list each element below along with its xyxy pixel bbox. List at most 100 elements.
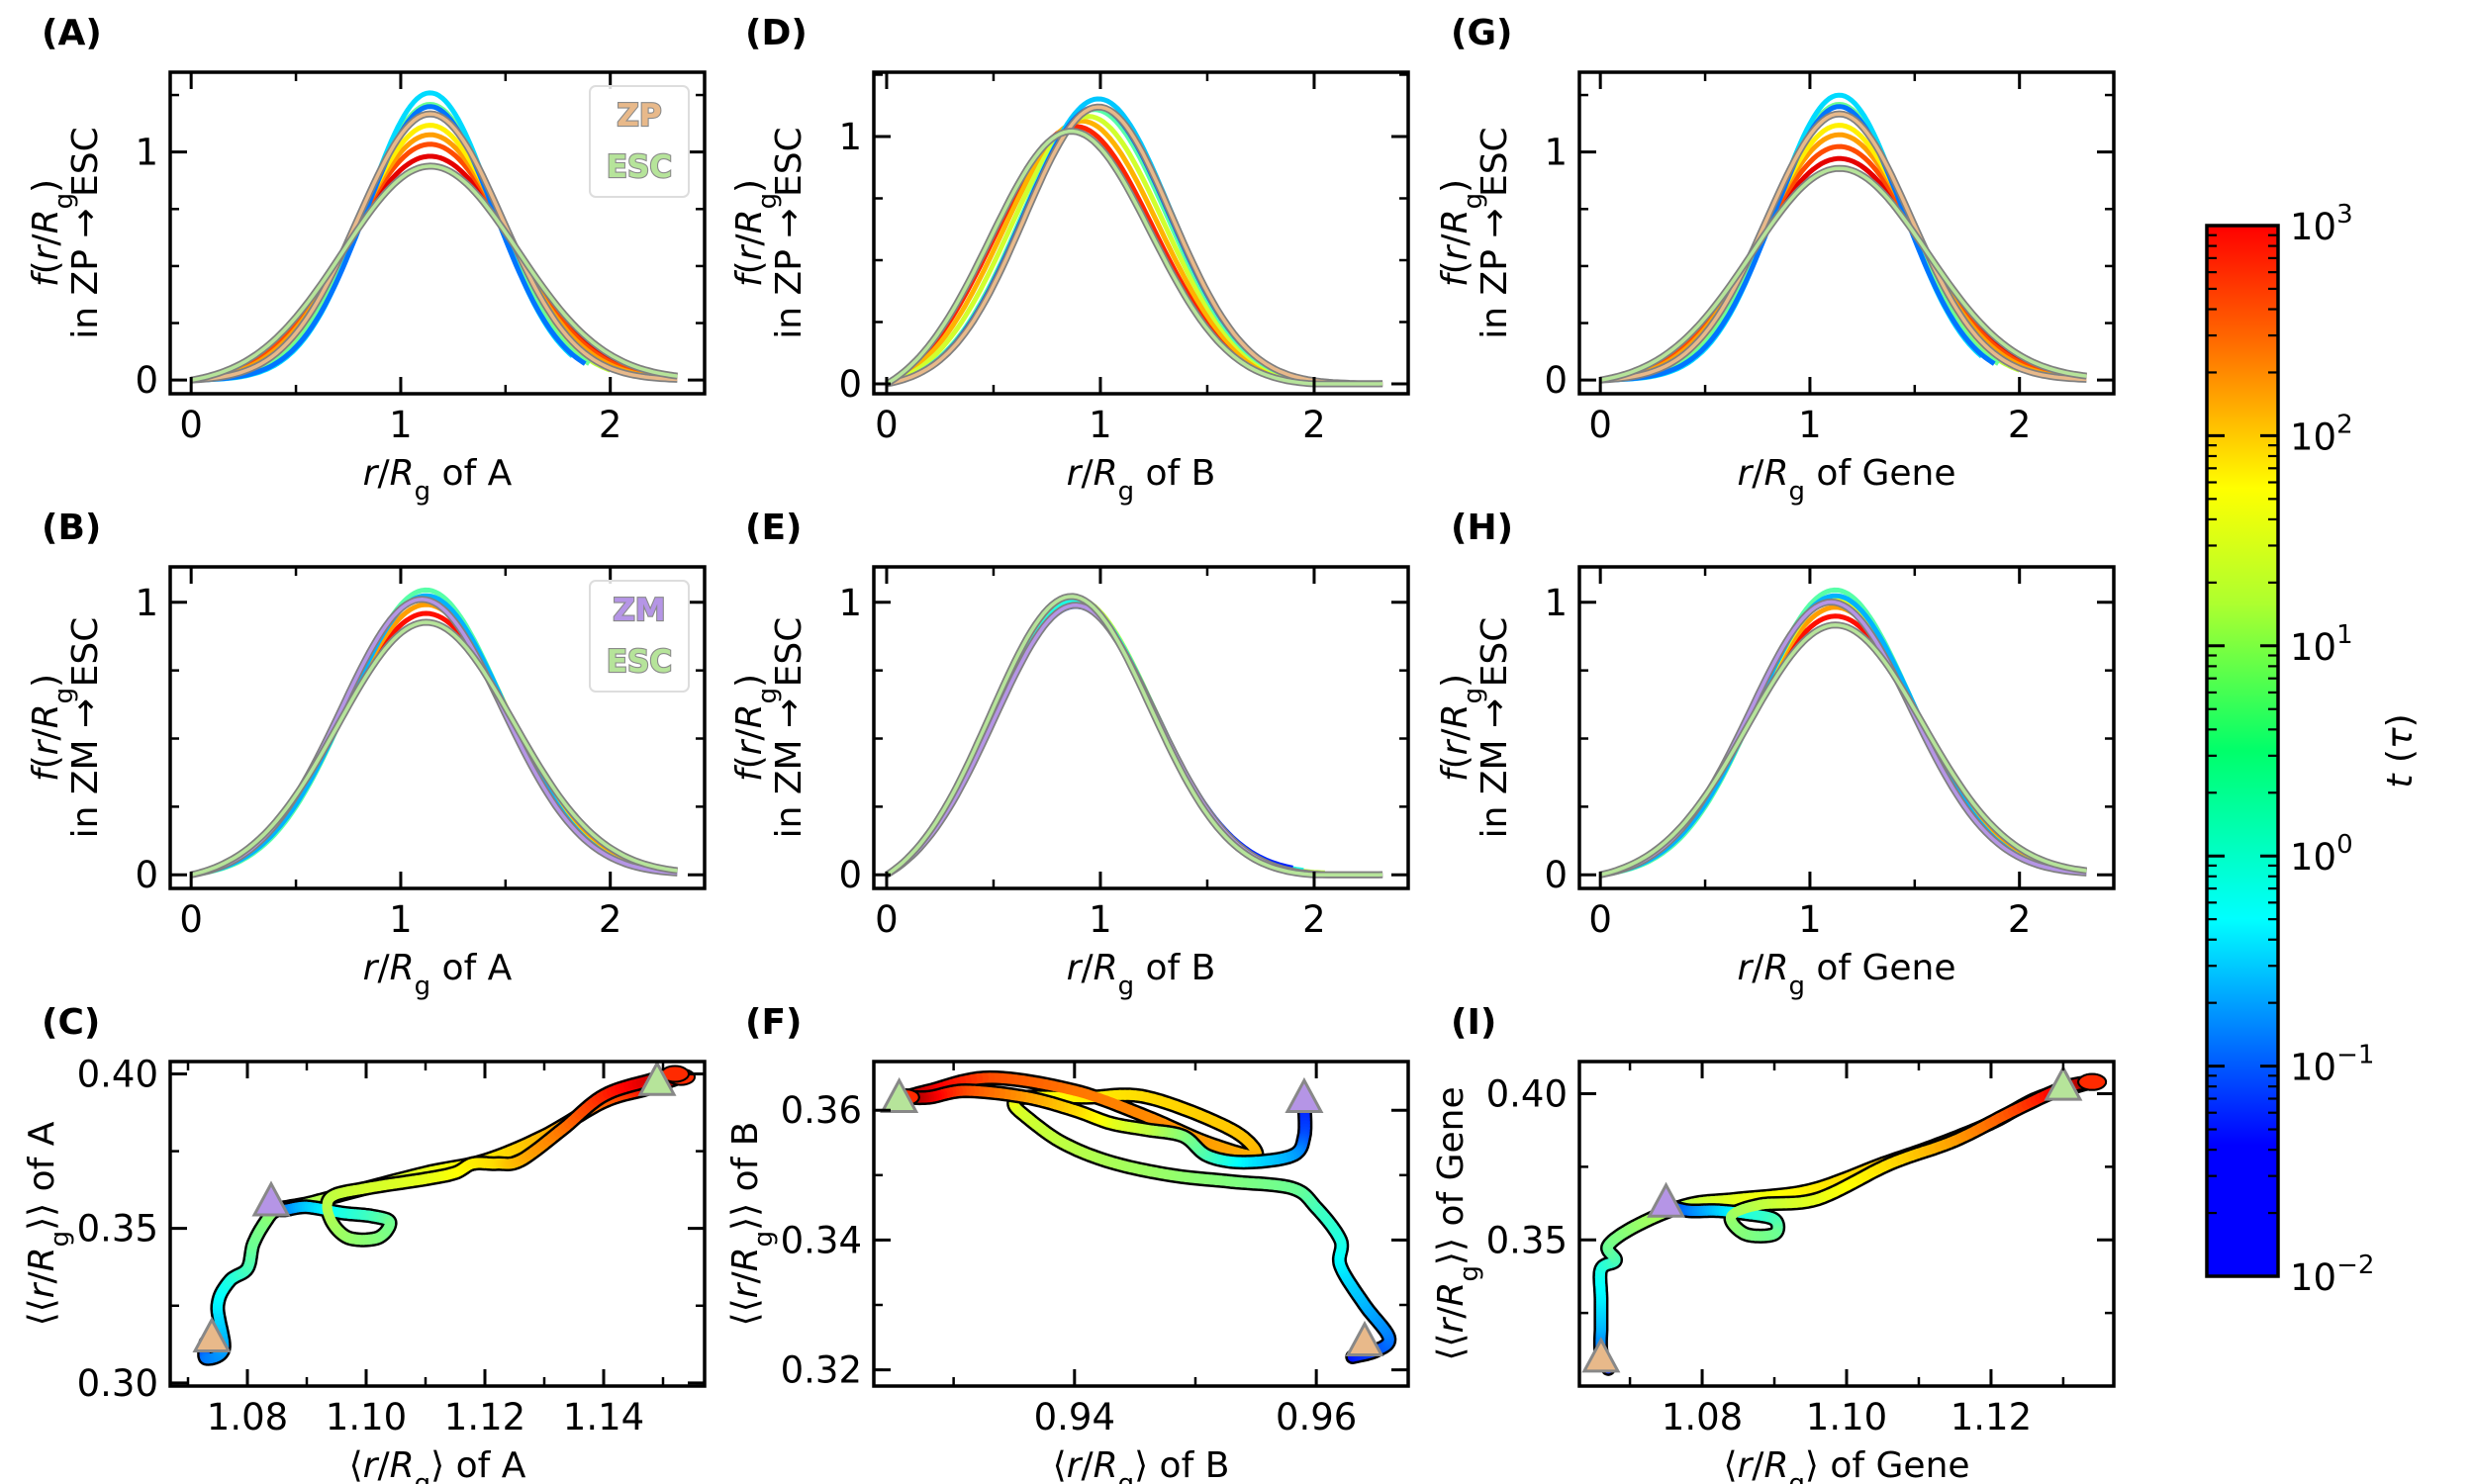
distribution-curve: [1600, 95, 1981, 380]
x-tick-label: 2: [2008, 898, 2032, 941]
distribution-curve: [191, 599, 611, 875]
y-tick-label: 0.40: [77, 1053, 158, 1095]
distribution-curve: [1600, 599, 2041, 875]
ticks: [170, 1062, 705, 1386]
x-tick-label: 1.12: [444, 1396, 525, 1438]
panel-letter: (E): [745, 508, 803, 548]
x-axis-label: r/Rg of B: [1067, 453, 1216, 507]
x-tick-label: 1: [389, 404, 413, 446]
reference-curve-esc-outline: [887, 597, 1382, 875]
final-state-cluster: [2078, 1074, 2106, 1090]
marker-zm: [254, 1184, 288, 1215]
x-tick-label: 2: [1302, 898, 1326, 941]
panel-letter: (H): [1451, 508, 1513, 548]
x-tick-label: 1: [1089, 898, 1112, 941]
reference-curve-esc-outline: [1600, 625, 2086, 876]
x-tick-label: 1: [389, 898, 413, 941]
x-axis-label: ⟨r/Rg⟩ of A: [349, 1445, 526, 1484]
x-axis-label: r/Rg of Gene: [1737, 948, 1955, 1001]
y-tick-label: 1: [838, 116, 862, 158]
x-tick-label: 0: [875, 898, 899, 941]
trajectory-zp-outline: [1600, 1082, 2092, 1369]
colorbar-tick-label: 10−1: [2290, 1041, 2374, 1089]
colorbar-tick-label: 102: [2290, 410, 2353, 458]
colorbar-tick-label: 10−2: [2290, 1251, 2374, 1299]
panel-b: 0 1 201r/Rg of Af(r/Rg) in ZM → ESC(B)ZMESC: [26, 508, 705, 1001]
panel-letter: (B): [42, 508, 101, 548]
x-tick-label: 0.94: [1034, 1396, 1115, 1438]
plot-frame: [1579, 1062, 2114, 1386]
y-tick-label: 0: [838, 363, 862, 406]
y-tick-label: 1: [135, 132, 158, 174]
trajectory-zp-outline: [205, 1077, 681, 1359]
x-tick-label: 1.08: [207, 1396, 288, 1438]
y-axis-label: ⟨⟨r/Rg⟩⟩ of A: [22, 1121, 75, 1326]
x-tick-label: 2: [2008, 404, 2032, 446]
panel-d: 0 1 2 0 1 r/Rg of B f(r/Rg) in ZP → ESC (D): [729, 13, 1408, 507]
x-tick-label: 1.10: [326, 1396, 407, 1438]
reference-curve-zm: [887, 605, 1382, 875]
y-tick-label: 0.35: [77, 1208, 158, 1251]
distribution-curve: [887, 132, 1382, 384]
y-tick-label: 0.35: [1486, 1219, 1568, 1261]
plot-area: [1584, 1068, 2106, 1371]
panel-c: 1.08 1.10 1.12 1.14 0.30 0.35 0.40 ⟨r/Rg⟩ of A ⟨…: [22, 1002, 705, 1484]
distribution-curve: [1600, 596, 2030, 875]
reference-curve-esc: [887, 132, 1382, 384]
legend-entry-zp: ZP: [617, 98, 661, 134]
x-tick-label: 1.12: [1951, 1396, 2032, 1438]
marker-zp: [1584, 1340, 1618, 1370]
reference-curve-zm-outline: [887, 605, 1382, 875]
panel-letter: (F): [745, 1002, 803, 1043]
distribution-curve: [887, 599, 1325, 875]
y-axis-label-transition: in ZM → ESC: [65, 617, 106, 839]
y-tick-label: 0: [135, 359, 158, 402]
reference-curve-esc: [887, 597, 1382, 875]
panel-letter: (A): [42, 13, 102, 53]
reference-curve-esc-outline: [887, 132, 1382, 384]
x-tick-label: 0: [179, 404, 203, 446]
x-tick-label: 1.10: [1806, 1396, 1887, 1438]
colorbar: 10−210−1100101102103t (τ): [2207, 200, 2421, 1299]
x-tick-label: 1: [1798, 404, 1822, 446]
reference-curve-zp-outline: [1600, 114, 2086, 380]
distribution-curve: [191, 596, 620, 875]
y-axis-label-transition: in ZM → ESC: [1475, 617, 1515, 839]
ticks: [1579, 72, 2114, 394]
y-tick-label: 1: [838, 582, 862, 624]
y-axis-label: ⟨⟨r/Rg⟩⟩ of Gene: [1431, 1086, 1484, 1360]
y-tick-label: 0: [1544, 854, 1568, 896]
y-tick-label: 0: [135, 854, 158, 896]
panel-letter: (C): [42, 1002, 100, 1043]
reference-curve-zp: [1600, 114, 2086, 380]
plot-area: [887, 99, 1382, 384]
panel-i: 1.08 1.10 1.12 0.35 0.40 ⟨r/Rg⟩ of Gene ⟨⟨r/Rg…: [1431, 1002, 2114, 1484]
x-tick-label: 2: [599, 404, 622, 446]
x-tick-label: 0: [875, 404, 899, 446]
x-tick-label: 1: [1798, 898, 1822, 941]
panel-letter: (I): [1451, 1002, 1496, 1043]
y-tick-label: 0.30: [77, 1362, 158, 1405]
x-axis-label: r/Rg of Gene: [1737, 453, 1955, 507]
trajectory-zp: [1600, 1082, 2092, 1369]
panel-e: 0 1 2 0 1 r/Rg of B f(r/Rg) in ZM → ESC (E): [729, 508, 1408, 1001]
distribution-curve: [887, 601, 1303, 875]
y-tick-label: 0.36: [781, 1089, 862, 1132]
plot-area: [887, 597, 1382, 875]
plot-area: [1600, 95, 2086, 380]
x-axis-label: ⟨r/Rg⟩ of B: [1053, 1445, 1230, 1484]
x-tick-label: 1.14: [563, 1396, 644, 1438]
ticks: [874, 567, 1408, 888]
x-axis-label: r/Rg of A: [363, 453, 513, 507]
panel-letter: (D): [745, 13, 808, 53]
plot-frame: [170, 1062, 705, 1386]
panel-g: 0 1 2 0 1 r/Rg of Gene f(r/Rg) in ZP → ESC (G): [1435, 13, 2114, 507]
colorbar-tick-label: 100: [2290, 830, 2353, 879]
ticks: [1579, 567, 2114, 888]
panel-letter: (G): [1451, 13, 1512, 53]
x-tick-label: 0: [1588, 898, 1612, 941]
marker-zm: [1287, 1080, 1321, 1111]
panel-a: 0 1 2 0 1 r/Rg of A f(r/Rg) in ZP → ESC (A) ZP ESC: [26, 13, 705, 507]
y-axis-label-transition: in ZM → ESC: [769, 617, 809, 839]
